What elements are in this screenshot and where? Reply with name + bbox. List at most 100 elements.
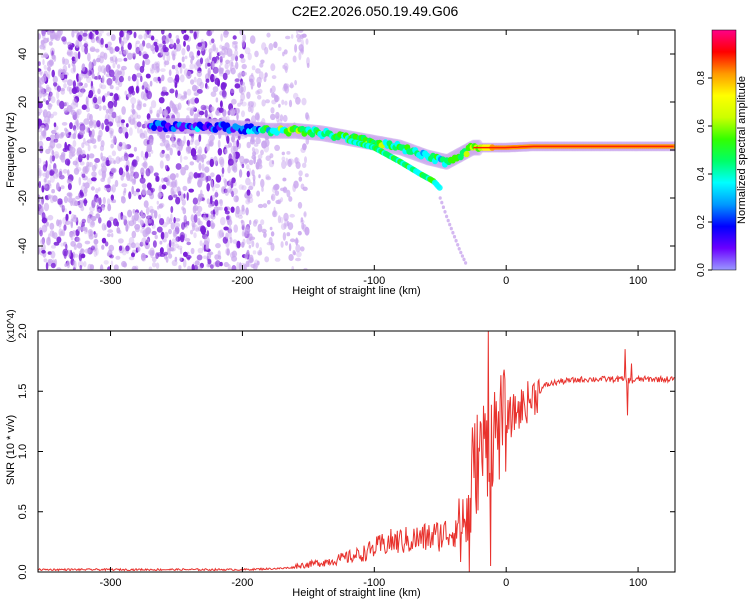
noise-blob [260,149,264,156]
noise-blob [153,172,159,177]
noise-blob [252,151,257,157]
ridge-point [224,122,231,129]
noise-blob [40,124,45,129]
noise-blob [98,105,102,111]
branch-point [441,205,445,209]
noise-blob [206,252,212,260]
noise-blob [219,158,225,168]
noise-blob [80,253,86,259]
noise-blob [100,163,104,168]
noise-blob [83,118,90,125]
noise-blob [194,260,200,266]
noise-blob [159,240,163,245]
noise-blob [67,183,72,191]
noise-blob [288,99,293,108]
noise-blob [247,101,251,109]
noise-blob [192,84,198,92]
noise-blob [212,209,216,218]
noise-blob [239,169,243,178]
noise-blob [163,177,169,183]
noise-blob [130,114,133,119]
noise-blob [106,252,110,257]
noise-blob [119,245,123,251]
noise-blob [106,233,111,238]
noise-blob [53,173,59,179]
noise-blob [188,188,194,193]
noise-blob [208,48,213,54]
noise-blob [236,112,239,121]
noise-blob [73,214,77,220]
noise-blob [205,78,210,83]
noise-blob [149,138,154,146]
noise-blob [153,41,158,47]
noise-blob [66,260,71,269]
noise-blob [80,205,85,212]
noise-blob [271,92,276,98]
noise-blob [100,177,106,182]
noise-blob [274,144,280,151]
noise-blob [120,40,125,47]
noise-blob [101,244,105,250]
noise-blob [235,55,238,62]
noise-blob [221,90,227,98]
noise-blob [178,143,183,152]
x-tick-label: -200 [231,275,253,287]
noise-blob [71,30,75,38]
noise-blob [135,86,139,94]
noise-blob [186,88,192,96]
noise-blob [110,260,114,268]
noise-blob [190,229,194,235]
noise-blob [95,188,99,194]
noise-blob [91,199,96,209]
noise-blob [224,178,228,188]
noise-blob [110,194,114,201]
noise-blob [163,59,167,68]
colorbar-tick-label: 0.4 [696,167,707,181]
noise-blob [210,73,215,83]
noise-blob [270,113,276,121]
noise-blob [60,185,65,190]
noise-blob [215,189,218,198]
noise-blob [152,262,157,268]
noise-blob [206,213,209,218]
noise-blob [191,264,195,270]
noise-blob [234,83,241,89]
noise-blob [83,198,87,207]
noise-blob [157,76,161,82]
noise-blob [234,78,240,83]
noise-blob [174,243,180,249]
noise-blob [184,223,189,229]
noise-blob [77,34,83,42]
noise-blob [197,109,201,118]
noise-blob [124,90,128,96]
noise-blob [85,164,90,173]
noise-blob [109,173,114,179]
noise-blob [144,151,149,159]
noise-blob [232,187,239,195]
noise-blob [49,170,55,175]
noise-blob [182,63,186,69]
noise-blob [165,38,170,44]
noise-blob [142,103,147,108]
noise-blob [154,39,159,43]
noise-blob [89,206,95,212]
noise-blob [260,178,265,188]
noise-blob [87,144,91,152]
noise-blob [52,75,58,84]
noise-blob [221,232,225,238]
noise-blob [91,73,95,79]
noise-blob [239,81,245,87]
noise-blob [180,143,184,149]
noise-blob [203,255,207,259]
noise-blob [200,226,206,235]
colorbar-tick-label: 0.0 [696,263,707,277]
y-tick-label: 0.5 [17,504,29,519]
noise-blob [78,201,82,208]
noise-blob [81,104,87,110]
noise-blob [183,215,187,223]
noise-blob [107,229,114,234]
noise-blob [241,223,246,231]
noise-blob [227,219,233,226]
noise-blob [226,135,230,144]
noise-blob [97,32,103,37]
